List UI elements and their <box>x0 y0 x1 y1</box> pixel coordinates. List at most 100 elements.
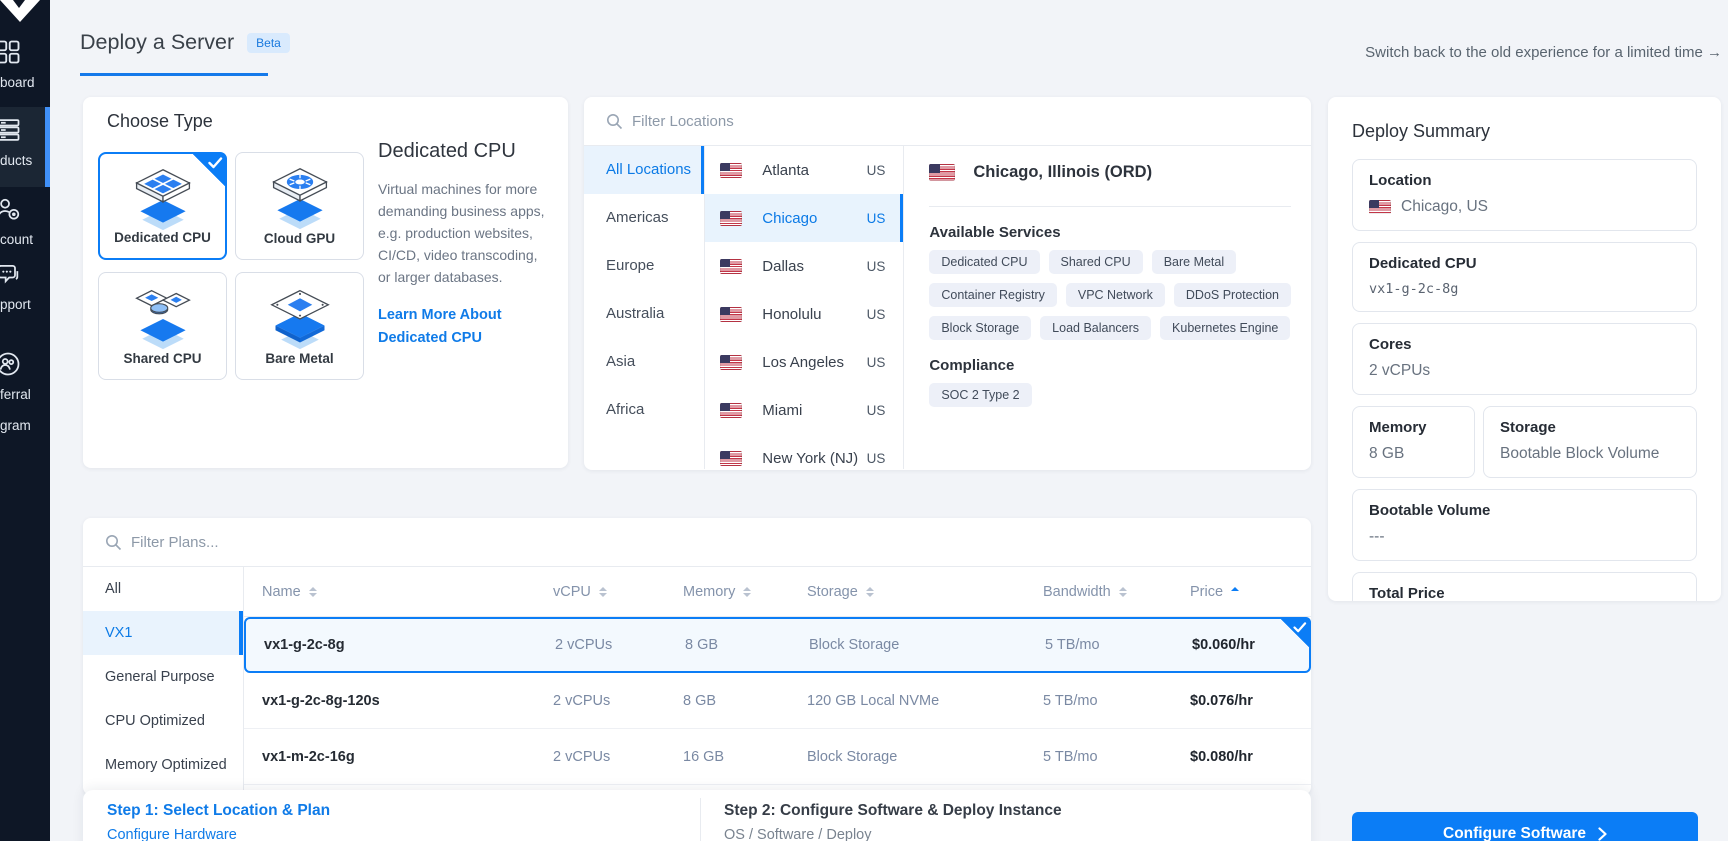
tile-label: Shared CPU <box>123 351 202 366</box>
tile-bare-metal[interactable]: Bare Metal <box>235 272 364 380</box>
search-icon <box>607 114 623 130</box>
sidebar-item-dashboard[interactable]: board <box>0 38 50 91</box>
shared-cpu-icon <box>121 285 205 356</box>
divider <box>929 206 1291 207</box>
learn-more-link[interactable]: Learn More About <box>378 307 502 323</box>
category-vx1[interactable]: VX1 <box>83 611 243 655</box>
category-general-purpose[interactable]: General Purpose <box>105 669 215 685</box>
account-icon <box>0 195 23 223</box>
choose-type-title: Choose Type <box>107 111 213 131</box>
column-header-name[interactable]: Name <box>262 567 317 617</box>
sidebar-item-support[interactable]: pport <box>0 260 50 313</box>
summary-total-price-box: Total Price $0.060/hr <box>1352 572 1697 601</box>
sidebar-item-account[interactable]: count <box>0 195 50 248</box>
location-item-los-angeles[interactable]: Los Angeles US <box>705 338 903 386</box>
us-flag-icon <box>720 306 743 322</box>
plan-row-vx1-m-2c-16g[interactable]: vx1-m-2c-16g 2 vCPUs 16 GB Block Storage… <box>244 729 1311 785</box>
switch-old-experience-link[interactable]: Switch back to the old experience for a … <box>1365 44 1722 61</box>
region-all-locations[interactable]: All Locations <box>584 146 705 194</box>
city-name: Honolulu <box>762 305 822 323</box>
location-item-miami[interactable]: Miami US <box>705 386 903 434</box>
category-memory-optimized[interactable]: Memory Optimized <box>105 757 227 773</box>
sidebar-item-label: pport <box>0 297 31 312</box>
location-item-honolulu[interactable]: Honolulu US <box>705 290 903 338</box>
us-flag-icon <box>720 354 743 370</box>
configure-software-label: Configure Software <box>1443 825 1586 841</box>
location-item-dallas[interactable]: Dallas US <box>705 242 903 290</box>
sidebar-item-label: ferral <box>0 387 31 402</box>
sort-icon <box>598 586 607 598</box>
tile-cloud-gpu[interactable]: Cloud GPU <box>235 152 364 260</box>
city-country: US <box>866 354 886 370</box>
service-tag: Container Registry <box>929 283 1057 307</box>
location-item-new-york[interactable]: New York (NJ) US <box>705 434 903 470</box>
service-tag: Kubernetes Engine <box>1160 316 1291 340</box>
plan-row-vx1-g-2c-8g-120s[interactable]: vx1-g-2c-8g-120s 2 vCPUs 8 GB 120 GB Loc… <box>244 673 1311 729</box>
region-americas[interactable]: Americas <box>606 209 669 226</box>
sidebar-item-label: gram <box>0 418 31 433</box>
column-header-vcpu[interactable]: vCPU <box>553 567 607 617</box>
tile-dedicated-cpu[interactable]: Dedicated CPU <box>98 152 227 260</box>
category-all[interactable]: All <box>105 581 122 597</box>
plan-row-vx1-g-2c-8g[interactable]: vx1-g-2c-8g 2 vCPUs 8 GB Block Storage 5… <box>244 617 1311 673</box>
step-1[interactable]: Step 1: Select Location & Plan Configure… <box>107 802 330 841</box>
region-australia[interactable]: Australia <box>606 305 665 322</box>
us-flag-icon <box>929 163 956 181</box>
sidebar-item-products[interactable]: ducts <box>0 107 50 187</box>
products-icon <box>0 116 23 144</box>
summary-plan-label: Dedicated CPU <box>1369 255 1477 272</box>
column-header-storage[interactable]: Storage <box>807 567 874 617</box>
column-header-memory[interactable]: Memory <box>683 567 752 617</box>
step-2-subtitle: OS / Software / Deploy <box>724 827 872 841</box>
service-tag: Bare Metal <box>1151 250 1237 274</box>
location-item-chicago[interactable]: Chicago US <box>705 194 904 242</box>
summary-storage-label: Storage <box>1500 419 1556 436</box>
service-tag: Load Balancers <box>1040 316 1152 340</box>
city-name: Atlanta <box>762 161 809 179</box>
tile-shared-cpu[interactable]: Shared CPU <box>98 272 227 380</box>
filter-plans-input[interactable] <box>131 518 431 566</box>
sidebar-item-label: board <box>0 75 35 90</box>
configure-software-button[interactable]: Configure Software <box>1352 812 1698 841</box>
type-detail-panel: Dedicated CPU Virtual machines for more … <box>378 140 560 350</box>
cloud-gpu-icon <box>258 165 342 236</box>
location-item-atlanta[interactable]: Atlanta US <box>705 146 903 194</box>
sort-icon <box>1118 586 1127 598</box>
sort-icon <box>308 586 317 598</box>
us-flag-icon <box>720 162 743 178</box>
region-asia[interactable]: Asia <box>606 353 636 370</box>
learn-more-link[interactable]: Dedicated CPU <box>378 330 482 346</box>
plan-vcpu: 2 vCPUs <box>553 748 611 765</box>
deploy-summary-card: Deploy Summary Location Chicago, US Dedi… <box>1328 97 1721 601</box>
region-europe[interactable]: Europe <box>606 257 655 274</box>
service-tag: Shared CPU <box>1048 250 1143 274</box>
summary-location-box: Location Chicago, US <box>1352 159 1697 231</box>
dedicated-cpu-icon <box>121 166 205 237</box>
divider <box>700 798 701 841</box>
plan-name: vx1-g-2c-8g-120s <box>262 692 380 709</box>
sidebar: board ducts count <box>0 0 50 841</box>
city-name: Los Angeles <box>762 353 845 371</box>
column-header-bandwidth[interactable]: Bandwidth <box>1043 567 1127 617</box>
summary-plan-value: vx1-g-2c-8g <box>1369 281 1459 297</box>
available-services-label: Available Services <box>929 224 1061 241</box>
step-2[interactable]: Step 2: Configure Software & Deploy Inst… <box>724 802 1062 841</box>
city-country: US <box>866 306 886 322</box>
step-2-title: Step 2: Configure Software & Deploy Inst… <box>724 802 1062 819</box>
support-icon <box>0 260 23 288</box>
city-list: Atlanta US Chicago US Dallas US Honolulu… <box>705 146 905 470</box>
title-underline <box>80 73 268 76</box>
service-tag: Block Storage <box>929 316 1032 340</box>
plan-memory: 8 GB <box>685 637 719 653</box>
column-header-price[interactable]: Price <box>1190 567 1240 617</box>
sidebar-item-referral-program[interactable]: ferral gram <box>0 350 50 434</box>
steps-footer: Step 1: Select Location & Plan Configure… <box>83 790 1311 841</box>
region-africa[interactable]: Africa <box>606 401 645 418</box>
step-1-title: Step 1: Select Location & Plan <box>107 802 331 819</box>
filter-locations-input[interactable] <box>632 97 932 145</box>
plan-storage: 120 GB Local NVMe <box>807 692 940 709</box>
category-cpu-optimized[interactable]: CPU Optimized <box>105 713 205 729</box>
type-detail-description: Virtual machines for more demanding busi… <box>378 181 545 285</box>
compliance-label: Compliance <box>929 357 1015 374</box>
